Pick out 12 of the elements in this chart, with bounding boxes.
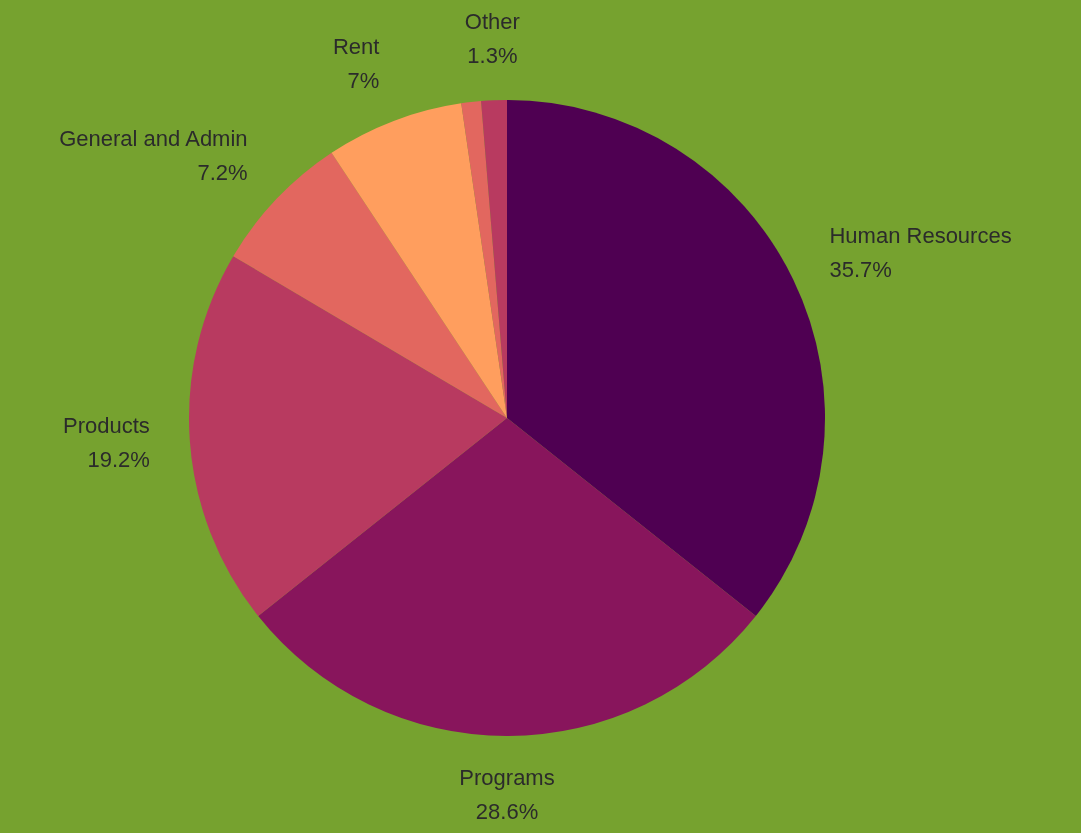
slice-label: Programs bbox=[459, 765, 555, 791]
slice-label: Products bbox=[63, 413, 150, 439]
data-label: 7% bbox=[347, 67, 380, 93]
data-label: 19.2% bbox=[87, 447, 150, 473]
data-label: 7.2% bbox=[197, 160, 248, 186]
slice-label: Other bbox=[464, 8, 520, 34]
slice-label: Human Resources bbox=[829, 222, 1012, 248]
data-label: 28.6% bbox=[475, 799, 539, 825]
data-label: 1.3% bbox=[467, 42, 518, 68]
slice-label: Rent bbox=[332, 33, 380, 59]
slice-label: General and Admin bbox=[59, 126, 248, 152]
data-label: 35.7% bbox=[829, 256, 892, 282]
